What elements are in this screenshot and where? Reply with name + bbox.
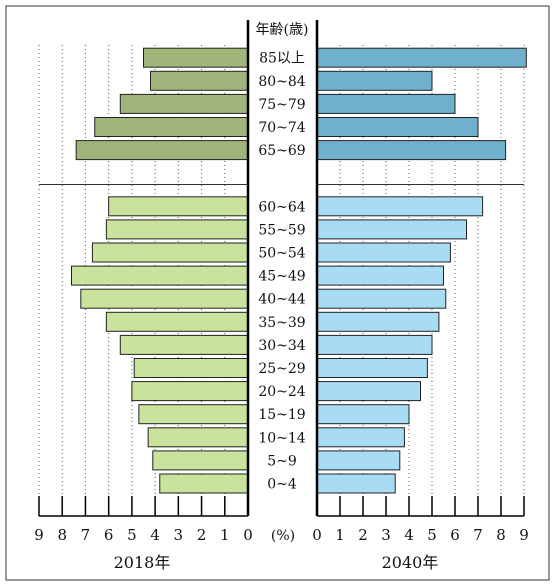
- age-group-label: 50~54: [258, 246, 305, 262]
- tick-label-left: 2: [197, 526, 207, 544]
- bar-left: [108, 196, 249, 217]
- bar-left: [138, 404, 249, 425]
- bar-left: [133, 358, 249, 378]
- tick-label-left: 7: [81, 526, 91, 544]
- age-group-label: 10~14: [258, 430, 305, 446]
- bar-left: [152, 450, 249, 471]
- age-group-label: 80~84: [258, 74, 305, 90]
- tick-label-right: 3: [381, 526, 391, 544]
- tick-label-right: 4: [404, 526, 414, 544]
- bar-right: [316, 219, 467, 240]
- bar-left: [94, 117, 249, 137]
- bar-left: [131, 381, 249, 402]
- bar-right: [316, 140, 507, 161]
- age-group-label: 5~9: [267, 453, 297, 469]
- labels-layer: 85以上 80~84 75~79 70~74 65~69 60~64 55~59 50~54 4…: [34, 51, 529, 544]
- bar-right: [316, 358, 428, 378]
- tick-label-left: 9: [34, 526, 44, 544]
- tick-label-right: 0: [312, 526, 322, 544]
- axes-layer: [38, 20, 525, 517]
- bar-left: [143, 47, 249, 68]
- bar-right: [316, 265, 444, 286]
- tick-label-left: 8: [57, 526, 67, 544]
- age-axis-label: 年齢(歳): [256, 22, 309, 38]
- tick-label-right: 1: [335, 526, 345, 544]
- tick-label-right: 9: [519, 526, 529, 544]
- right-series-label: 2040年: [382, 553, 439, 572]
- age-group-label: 0~4: [267, 477, 297, 493]
- bar-right: [316, 47, 527, 68]
- bar-right: [316, 311, 440, 332]
- age-group-label: 85以上: [259, 51, 305, 67]
- bar-right: [316, 473, 396, 494]
- bar-left: [149, 70, 249, 91]
- bar-left: [119, 93, 249, 114]
- bar-right: [316, 288, 447, 309]
- age-group-label: 60~64: [258, 199, 305, 215]
- age-group-label: 35~39: [258, 315, 305, 331]
- bar-left: [105, 219, 249, 240]
- bar-right: [316, 196, 484, 217]
- bars-layer: [71, 47, 527, 494]
- age-group-label: 40~44: [258, 292, 305, 308]
- age-group-label: 30~34: [258, 338, 305, 354]
- age-group-label: 70~74: [258, 120, 305, 136]
- bar-right: [316, 93, 456, 114]
- bar-right: [316, 427, 405, 448]
- bar-right: [316, 450, 401, 471]
- bar-right: [316, 242, 451, 263]
- bar-right: [316, 334, 433, 355]
- bar-right: [316, 70, 433, 91]
- age-group-label: 25~29: [258, 361, 305, 377]
- tick-label-right: 2: [358, 526, 368, 544]
- bar-left: [105, 311, 249, 332]
- age-group-label: 20~24: [258, 384, 305, 400]
- bar-left: [147, 427, 249, 448]
- age-group-label: 45~49: [258, 269, 305, 285]
- tick-label-left: 4: [150, 526, 160, 544]
- bar-left: [75, 140, 249, 161]
- unit-label: (%): [271, 528, 295, 544]
- tick-label-left: 6: [104, 526, 114, 544]
- age-group-label: 15~19: [258, 407, 305, 423]
- bar-left: [80, 288, 249, 309]
- tick-label-left: 0: [243, 526, 253, 544]
- tick-label-left: 5: [127, 526, 137, 544]
- tick-label-right: 7: [473, 526, 483, 544]
- bar-right: [316, 381, 421, 402]
- left-series-label: 2018年: [114, 553, 171, 572]
- bar-right: [316, 117, 479, 137]
- tick-label-left: 1: [220, 526, 230, 544]
- age-group-label: 65~69: [258, 143, 305, 159]
- tick-label-left: 3: [174, 526, 184, 544]
- bar-left: [159, 473, 249, 494]
- age-group-label: 55~59: [258, 222, 305, 238]
- tick-label-right: 5: [427, 526, 437, 544]
- bar-left: [71, 265, 249, 286]
- bar-left: [119, 334, 249, 355]
- bar-left: [91, 242, 249, 263]
- bar-right: [316, 404, 410, 425]
- tick-label-right: 6: [450, 526, 460, 544]
- age-group-label: 75~79: [258, 97, 305, 113]
- tick-label-right: 8: [496, 526, 506, 544]
